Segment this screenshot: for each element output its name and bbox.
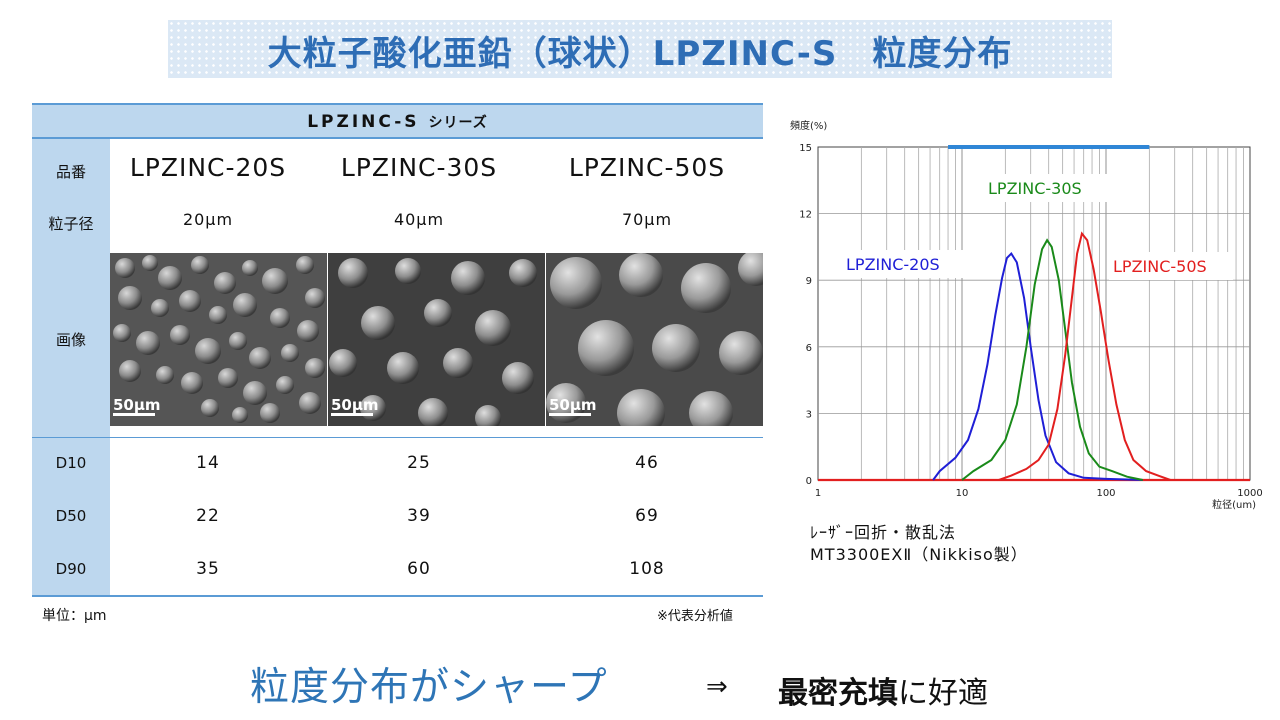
- product-name-50s: LPZINC-50S: [568, 153, 726, 182]
- spec-table: LPZINC-S シリーズ 品番 粒子径 画像 D10 D50 D90 LPZI…: [32, 103, 763, 597]
- annotation-bg: [1109, 252, 1233, 280]
- scale-label-20s: 50μm: [113, 396, 161, 414]
- representative-note: ※代表分析値: [657, 609, 733, 624]
- method-line-2: MT3300EXⅡ（Nikkiso製）: [810, 545, 1028, 564]
- scale-label-30s: 50μm: [331, 396, 379, 414]
- x-tick-label: 1: [815, 488, 821, 499]
- row-label-d50: D50: [55, 507, 87, 525]
- table-bottom-rule: [32, 595, 763, 597]
- d50-30s: 39: [407, 506, 431, 526]
- chart-svg: 0 3 6 9 12 15 1 10 100 1000 頻度(%) 粒径(um) LPZINC-20S L…: [790, 119, 1263, 511]
- d90-20s: 35: [196, 559, 220, 579]
- d90-50s: 108: [629, 559, 665, 579]
- particle-size-30s: 40μm: [393, 210, 445, 229]
- series-label: LPZINC-S: [307, 112, 420, 132]
- series-line-0: [932, 252, 1143, 481]
- unit-note: 単位：μm: [42, 608, 107, 624]
- particle-size-20s: 20μm: [182, 210, 234, 229]
- sem-image-30s: 50μm: [328, 253, 545, 426]
- scale-bar-50s: [549, 413, 591, 416]
- y-tick-label: 6: [806, 343, 812, 354]
- annotation-bg: [842, 250, 966, 278]
- x-tick-label: 100: [1096, 488, 1115, 499]
- x-tick-label: 1000: [1237, 488, 1262, 499]
- row-label-size: 粒子径: [48, 215, 94, 233]
- series-suffix: シリーズ: [428, 115, 488, 131]
- y-tick-label: 12: [799, 210, 812, 221]
- series-annotation: LPZINC-30S: [988, 179, 1082, 198]
- product-name-30s: LPZINC-30S: [340, 153, 498, 182]
- method-line-1: ﾚｰｻﾞｰ回折・散乱法: [810, 523, 957, 542]
- row-label-column: [32, 139, 110, 596]
- row-label-image: 画像: [55, 331, 86, 349]
- sem-particles-50s: [546, 253, 763, 426]
- y-tick-label: 3: [806, 409, 812, 420]
- d50-20s: 22: [196, 506, 220, 526]
- scale-label-50s: 50μm: [549, 396, 597, 414]
- product-name-20s: LPZINC-20S: [129, 153, 287, 182]
- d10-20s: 14: [196, 453, 220, 473]
- series-annotation: LPZINC-20S: [846, 255, 940, 274]
- d10-30s: 25: [407, 453, 431, 473]
- table-header: LPZINC-S シリーズ: [32, 103, 763, 139]
- scale-bar-30s: [331, 413, 373, 416]
- title-banner: 大粒子酸化亜鉛（球状）LPZINC-S 粒度分布: [168, 20, 1112, 78]
- page-title: 大粒子酸化亜鉛（球状）LPZINC-S 粒度分布: [267, 34, 1013, 74]
- y-tick-label: 9: [806, 276, 812, 287]
- distribution-chart: 0 3 6 9 12 15 1 10 100 1000 頻度(%) 粒径(um) LPZINC-20S L…: [780, 112, 1270, 522]
- x-tick-label: 10: [956, 488, 969, 499]
- y-tick-label: 15: [799, 143, 812, 154]
- d90-30s: 60: [407, 559, 431, 579]
- sem-particles-30s: [328, 253, 545, 426]
- result-statement: 最密充填に好適: [778, 668, 988, 712]
- row-label-d10: D10: [55, 454, 87, 472]
- row-label-product: 品番: [55, 163, 86, 181]
- implies-arrow: ⇒: [706, 672, 728, 702]
- scale-bar-20s: [113, 413, 155, 416]
- top-range-band: [948, 145, 1150, 149]
- y-axis-label: 頻度(%): [790, 119, 827, 132]
- y-tick-label: 0: [806, 476, 812, 487]
- series-header: LPZINC-S シリーズ: [32, 112, 763, 132]
- d10-50s: 46: [635, 453, 659, 473]
- x-axis-label: 粒径(um): [1212, 498, 1256, 511]
- sem-particles-20s: [110, 253, 327, 426]
- particle-size-50s: 70μm: [621, 210, 673, 229]
- plot-frame: [817, 146, 1251, 481]
- d50-50s: 69: [635, 506, 659, 526]
- table-divider: [32, 437, 763, 438]
- series-line-1: [961, 238, 1144, 481]
- sem-image-20s: 50μm: [110, 253, 327, 426]
- sem-image-50s: 50μm: [546, 253, 763, 426]
- sharp-distribution-message: 粒度分布がシャープ: [250, 665, 608, 710]
- annotation-bg: [984, 174, 1108, 202]
- series-line-2: [998, 231, 1171, 481]
- result-bold: 最密充填: [778, 676, 898, 711]
- series-annotation: LPZINC-50S: [1113, 257, 1207, 276]
- row-label-d90: D90: [55, 560, 87, 578]
- result-rest: に好適: [898, 676, 988, 711]
